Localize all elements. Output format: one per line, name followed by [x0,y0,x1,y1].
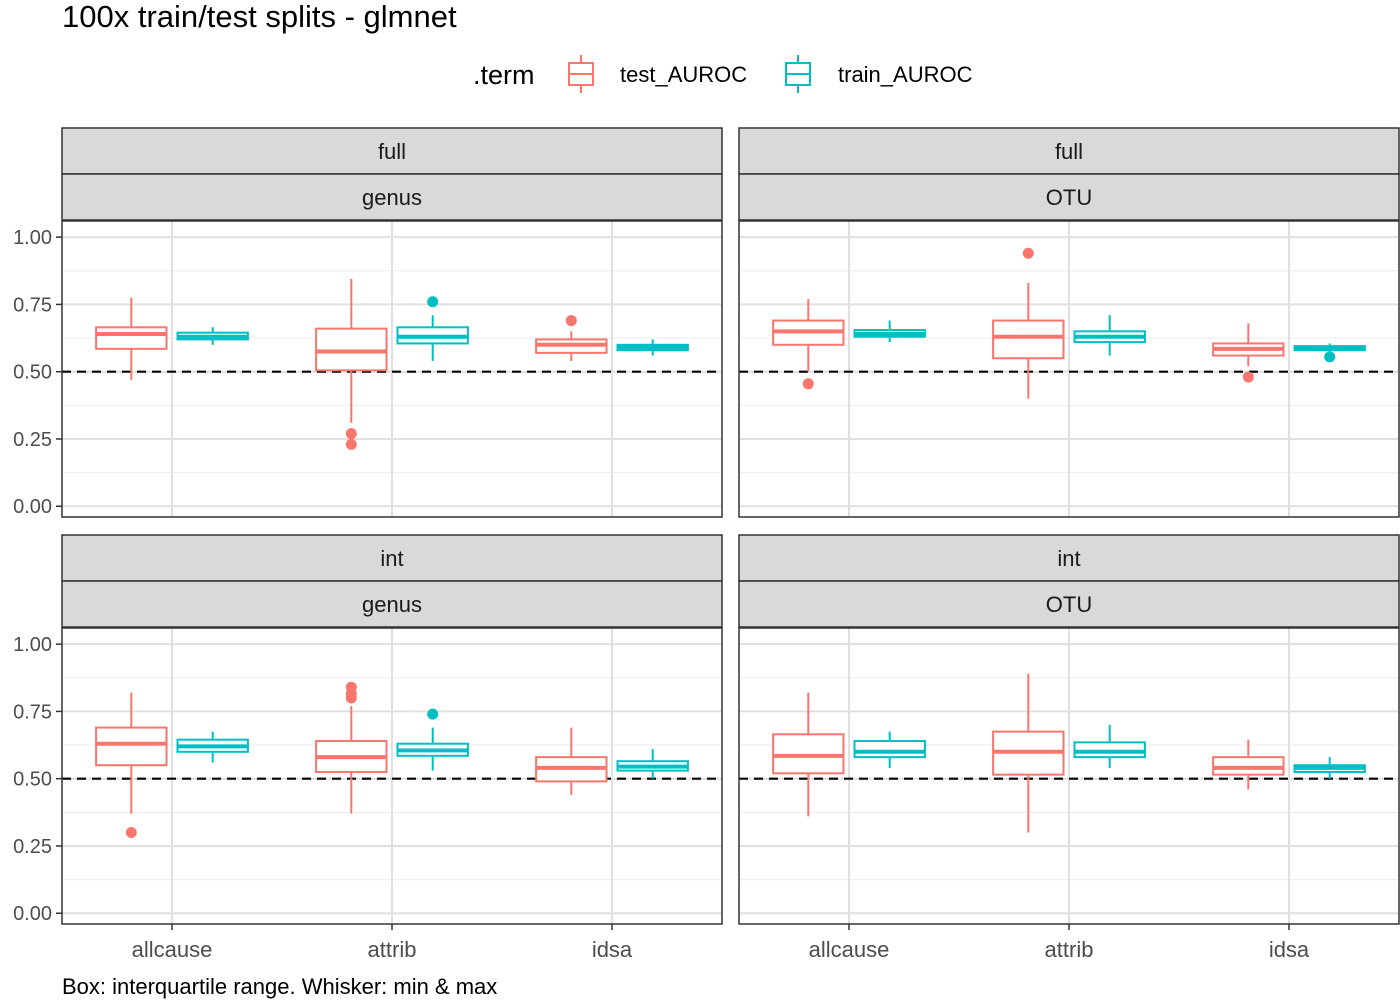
x-tick-label: idsa [1269,937,1310,962]
iqr-box [1212,756,1285,776]
iqr-box [1073,741,1146,759]
outlier-point [427,296,439,308]
box-idsa-test_AUROC [1212,323,1285,383]
y-tick-label: 0.00 [13,903,52,925]
legend-key-test_AUROC [568,55,594,93]
panel-full-OTU: full OTU [738,127,1400,518]
box-attrib-train_AUROC [1073,724,1146,768]
box-attrib-test_AUROC [315,278,388,450]
strip-top [61,534,723,582]
box-attrib-test_AUROC [315,681,388,814]
box-idsa-train_AUROC [1293,343,1366,363]
box-allcause-train_AUROC [853,320,926,343]
box-idsa-train_AUROC [1293,757,1366,779]
box-idsa-train_AUROC [616,339,689,356]
outlier-point [802,378,814,390]
chart-caption: Box: interquartile range. Whisker: min &… [62,974,497,999]
strip-top-label: full [1055,139,1083,164]
facet-panels: full genus 0.00 0.25 0.50 0.75 1.00 full OTU int g… [13,127,1400,925]
y-tick-label: 0.75 [13,294,52,316]
box-idsa-test_AUROC [535,315,608,361]
y-tick-label: 0.50 [13,362,52,384]
iqr-box [315,327,388,372]
outlier-point [345,428,357,440]
box-allcause-train_AUROC [853,731,926,768]
strip-bottom [61,580,723,628]
strip-bottom [738,580,1400,628]
strip-top-label: int [1057,546,1080,571]
box-allcause-test_AUROC [772,692,845,817]
box-allcause-test_AUROC [772,299,845,390]
x-tick-label: attrib [1045,937,1094,962]
strip-top [61,127,723,175]
y-tick-label: 0.25 [13,429,52,451]
legend-label: train_AUROC [838,62,973,87]
panel-full-genus: full genus 0.00 0.25 0.50 0.75 1.00 [13,127,723,518]
box-allcause-train_AUROC [176,327,249,345]
iqr-box [853,740,926,759]
iqr-box [95,326,168,350]
legend: .term test_AUROC train_AUROC [473,55,973,93]
chart-title: 100x train/test splits - glmnet [62,0,457,34]
panel-int-genus: int genus 0.00 0.25 0.50 0.75 1.00 [13,534,723,925]
box-allcause-test_AUROC [95,692,168,839]
outlier-point [345,692,357,704]
x-tick-label: idsa [592,937,633,962]
box-attrib-train_AUROC [396,708,469,771]
y-tick-label: 1.00 [13,227,52,249]
outlier-point [1022,247,1034,259]
box-idsa-train_AUROC [616,749,689,779]
iqr-box [772,733,845,775]
panel-int-OTU: int OTU [738,534,1400,925]
outlier-point [427,708,439,720]
panel-border [738,220,1400,518]
strip-bottom-label: genus [362,185,422,210]
box-idsa-test_AUROC [1212,739,1285,790]
iqr-box [992,319,1065,360]
x-axis: allcause attrib idsa allcause attrib idsa [132,924,1310,962]
outlier-point [1324,351,1336,363]
y-tick-label: 0.25 [13,836,52,858]
panel-border [61,220,723,518]
outlier-point [565,315,577,327]
x-tick-label: allcause [132,937,213,962]
strip-bottom-label: OTU [1046,592,1092,617]
outlier-point [125,827,137,839]
box-attrib-test_AUROC [992,673,1065,833]
y-tick-label: 0.00 [13,496,52,518]
box-attrib-test_AUROC [992,247,1065,399]
outlier-point [345,438,357,450]
strip-bottom-label: genus [362,592,422,617]
legend-title: .term [473,60,535,90]
x-tick-label: allcause [809,937,890,962]
box-attrib-train_AUROC [396,296,469,361]
x-tick-label: attrib [368,937,417,962]
box-allcause-train_AUROC [176,731,249,763]
strip-top-label: full [378,139,406,164]
legend-key-train_AUROC [785,55,811,93]
strip-top-label: int [380,546,403,571]
box-idsa-test_AUROC [535,727,608,795]
strip-top [738,534,1400,582]
y-tick-label: 0.75 [13,701,52,723]
y-tick-label: 0.50 [13,769,52,791]
box-allcause-test_AUROC [95,297,168,380]
y-tick-label: 1.00 [13,634,52,656]
outlier-point [1242,371,1254,383]
legend-label: test_AUROC [620,62,747,87]
strip-bottom [61,173,723,221]
iqr-box [95,726,168,767]
box-attrib-train_AUROC [1073,315,1146,356]
strip-bottom-label: OTU [1046,185,1092,210]
strip-bottom [738,173,1400,221]
strip-top [738,127,1400,175]
